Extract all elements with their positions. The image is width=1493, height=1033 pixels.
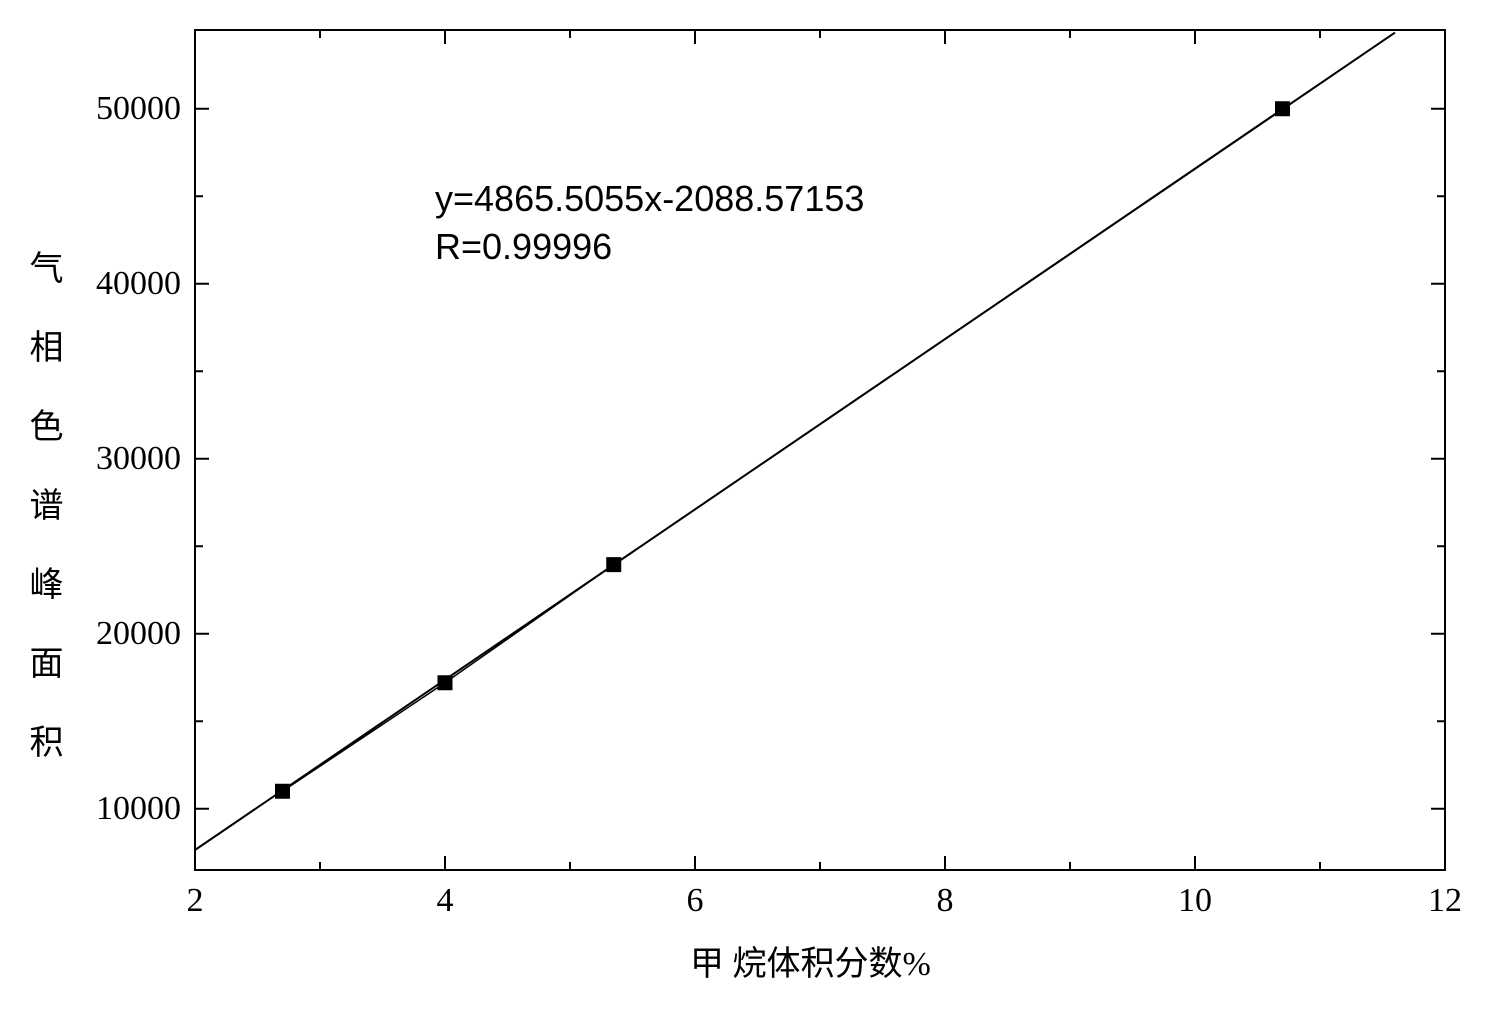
x-tick-label: 6 <box>665 882 725 920</box>
fit-equation: y=4865.5055x-2088.57153 <box>435 178 864 220</box>
data-marker <box>1276 102 1290 116</box>
data-marker <box>276 784 290 798</box>
x-axis-label: 甲 烷体积分数% <box>690 936 931 985</box>
chart-container: 气 相 色 谱 峰 面 积 甲 烷体积分数% y=4865.5055x-2088… <box>0 0 1493 1033</box>
x-tick-label: 2 <box>165 882 225 920</box>
y-tick-label: 10000 <box>96 790 181 828</box>
x-tick-label: 10 <box>1165 882 1225 920</box>
data-marker <box>607 558 621 572</box>
fit-r-value: R=0.99996 <box>435 226 612 268</box>
x-tick-label: 8 <box>915 882 975 920</box>
y-tick-label: 30000 <box>96 440 181 478</box>
data-marker <box>438 676 452 690</box>
chart-svg <box>0 0 1493 1033</box>
y-tick-label: 50000 <box>96 90 181 128</box>
y-tick-label: 40000 <box>96 265 181 303</box>
y-axis-label: 气 相 色 谱 峰 面 积 <box>18 250 67 762</box>
x-tick-label: 12 <box>1415 882 1475 920</box>
x-tick-label: 4 <box>415 882 475 920</box>
y-tick-label: 20000 <box>96 615 181 653</box>
